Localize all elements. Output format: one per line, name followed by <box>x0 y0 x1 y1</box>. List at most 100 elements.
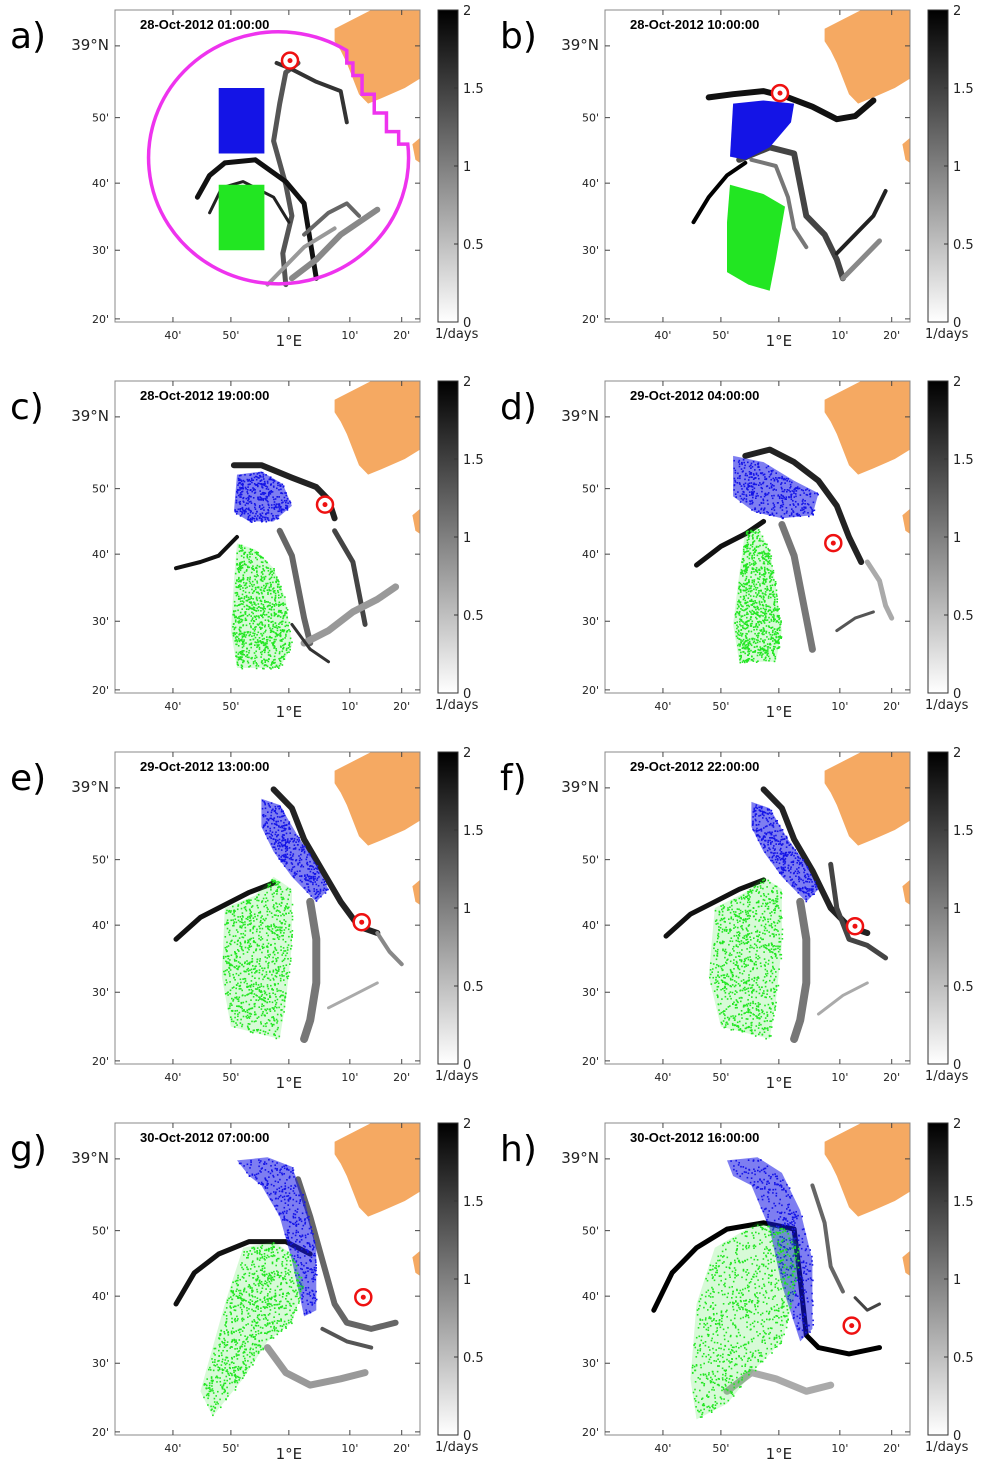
ridge-filament <box>864 559 895 621</box>
land-coast-south <box>902 1250 910 1276</box>
x-tick-label: 40' <box>654 700 671 713</box>
map-contents <box>663 752 910 1043</box>
timestamp-label: 28-Oct-2012 10:00:00 <box>630 17 759 32</box>
map-frame <box>604 751 911 1065</box>
blue-particles <box>261 799 329 902</box>
y-tick-label: 30' <box>582 986 599 999</box>
colorbar-tick-label: 1.5 <box>953 1195 974 1210</box>
x-tick-label: 10' <box>341 1442 358 1455</box>
y-tick-label: 40' <box>582 919 599 932</box>
x-tick-label: 50' <box>712 1071 729 1084</box>
x-tick-label: 40' <box>164 700 181 713</box>
land-coast-south <box>412 137 420 163</box>
map-frame <box>604 9 911 323</box>
x-tick-label: 20' <box>393 329 410 342</box>
colorbar-tick-label: 1.5 <box>953 453 974 468</box>
timestamp-label: 29-Oct-2012 04:00:00 <box>630 388 759 403</box>
colorbar-unit-label: 1/days <box>435 327 479 342</box>
colorbar-tick-label: 2 <box>953 375 961 390</box>
colorbar-unit-label: 1/days <box>925 1069 969 1084</box>
model-domain-boundary <box>146 30 411 286</box>
panel-letter: f) <box>500 758 527 799</box>
map-frame <box>114 751 421 1065</box>
colorbar-tick-label: 0.5 <box>953 980 974 995</box>
y-tick-label: 20' <box>582 313 599 326</box>
colorbar-tick-label: 1 <box>953 531 961 546</box>
x-tick-label: 50' <box>222 329 239 342</box>
y-tick-label: 30' <box>92 244 109 257</box>
ridge-filament <box>694 518 767 568</box>
land-coast <box>334 381 420 475</box>
colorbar-tick-label: 1 <box>953 1273 961 1288</box>
blue-patch <box>730 100 795 160</box>
colorbar-tick-label: 1 <box>463 160 471 175</box>
x-tick-label: 40' <box>164 329 181 342</box>
y-tick-label: 50' <box>582 1225 599 1238</box>
ridge-filament <box>300 583 400 647</box>
map-contents <box>651 1123 910 1420</box>
blue-patch <box>218 88 265 154</box>
colorbar-tick-label: 0 <box>953 1058 961 1073</box>
land-coast <box>334 1123 420 1217</box>
colorbar-tick-label: 2 <box>953 4 961 19</box>
ridge-filament <box>208 180 291 224</box>
x-tick-label: 10' <box>831 700 848 713</box>
y-tick-label: 50' <box>92 1225 109 1238</box>
y-tick-label: 30' <box>92 615 109 628</box>
x-tick-label: 20' <box>883 329 900 342</box>
ridge-filament <box>295 1176 399 1332</box>
land-coast-south <box>412 879 420 905</box>
colorbar-unit-label: 1/days <box>925 1440 969 1455</box>
drifter-marker-center <box>852 923 858 929</box>
colorbar-tick-label: 1 <box>953 160 961 175</box>
drifter-marker-center <box>322 502 328 508</box>
ridge-filament <box>853 1296 881 1312</box>
ridge-filament <box>327 981 379 1010</box>
green-patch <box>727 184 785 291</box>
panel-letter: d) <box>500 387 537 428</box>
green-particles <box>709 878 784 1040</box>
colorbar-tick-label: 0 <box>953 687 961 702</box>
colorbar-tick-label: 0.5 <box>463 238 484 253</box>
timestamp-label: 30-Oct-2012 07:00:00 <box>140 1130 269 1145</box>
y-tick-label: 40' <box>582 1290 599 1303</box>
blue-patch <box>733 455 819 519</box>
map-contents <box>691 10 910 291</box>
ridge-filament <box>723 1369 835 1395</box>
y-tick-label: 39°N <box>71 1149 109 1167</box>
x-tick-label: 20' <box>393 1442 410 1455</box>
ridge-filament <box>749 157 809 250</box>
x-tick-label: 50' <box>712 329 729 342</box>
x-tick-label: 10' <box>341 1071 358 1084</box>
green-patch <box>218 184 265 251</box>
y-tick-label: 50' <box>92 854 109 867</box>
timestamp-label: 29-Oct-2012 22:00:00 <box>630 759 759 774</box>
x-tick-label: 40' <box>654 329 671 342</box>
ridge-filament <box>742 446 865 565</box>
map-frame <box>604 1122 911 1436</box>
colorbar-tick-label: 1 <box>463 902 471 917</box>
map-frame <box>114 380 421 694</box>
y-tick-label: 40' <box>92 177 109 190</box>
x-tick-label: 50' <box>222 700 239 713</box>
map-frame <box>114 9 421 323</box>
y-tick-label: 20' <box>582 1426 599 1439</box>
ridge-filament <box>817 981 869 1016</box>
ridge-filament <box>173 880 277 942</box>
timestamp-label: 28-Oct-2012 01:00:00 <box>140 17 269 32</box>
green-patch <box>200 1241 305 1417</box>
drifter-marker-center <box>287 58 293 64</box>
blue-particles <box>730 1159 814 1338</box>
colorbar-tick-label: 0.5 <box>953 1351 974 1366</box>
ridge-filament <box>810 1183 845 1294</box>
land-coast <box>824 1123 910 1217</box>
ridge-filament <box>736 144 846 282</box>
x-tick-label: 50' <box>712 700 729 713</box>
colorbar-tick-label: 2 <box>463 746 471 761</box>
colorbar-tick-label: 0.5 <box>463 980 484 995</box>
ridge-filament <box>264 1344 369 1389</box>
x-tick-label: 50' <box>222 1442 239 1455</box>
x-tick-label: 40' <box>654 1071 671 1084</box>
map-panel: 40' 50' 1°E 10' 20' 39°N 50' 40' 30' 20' 29-Oct-20… <box>10 746 484 1092</box>
x-tick-label: 1°E <box>766 1074 793 1092</box>
